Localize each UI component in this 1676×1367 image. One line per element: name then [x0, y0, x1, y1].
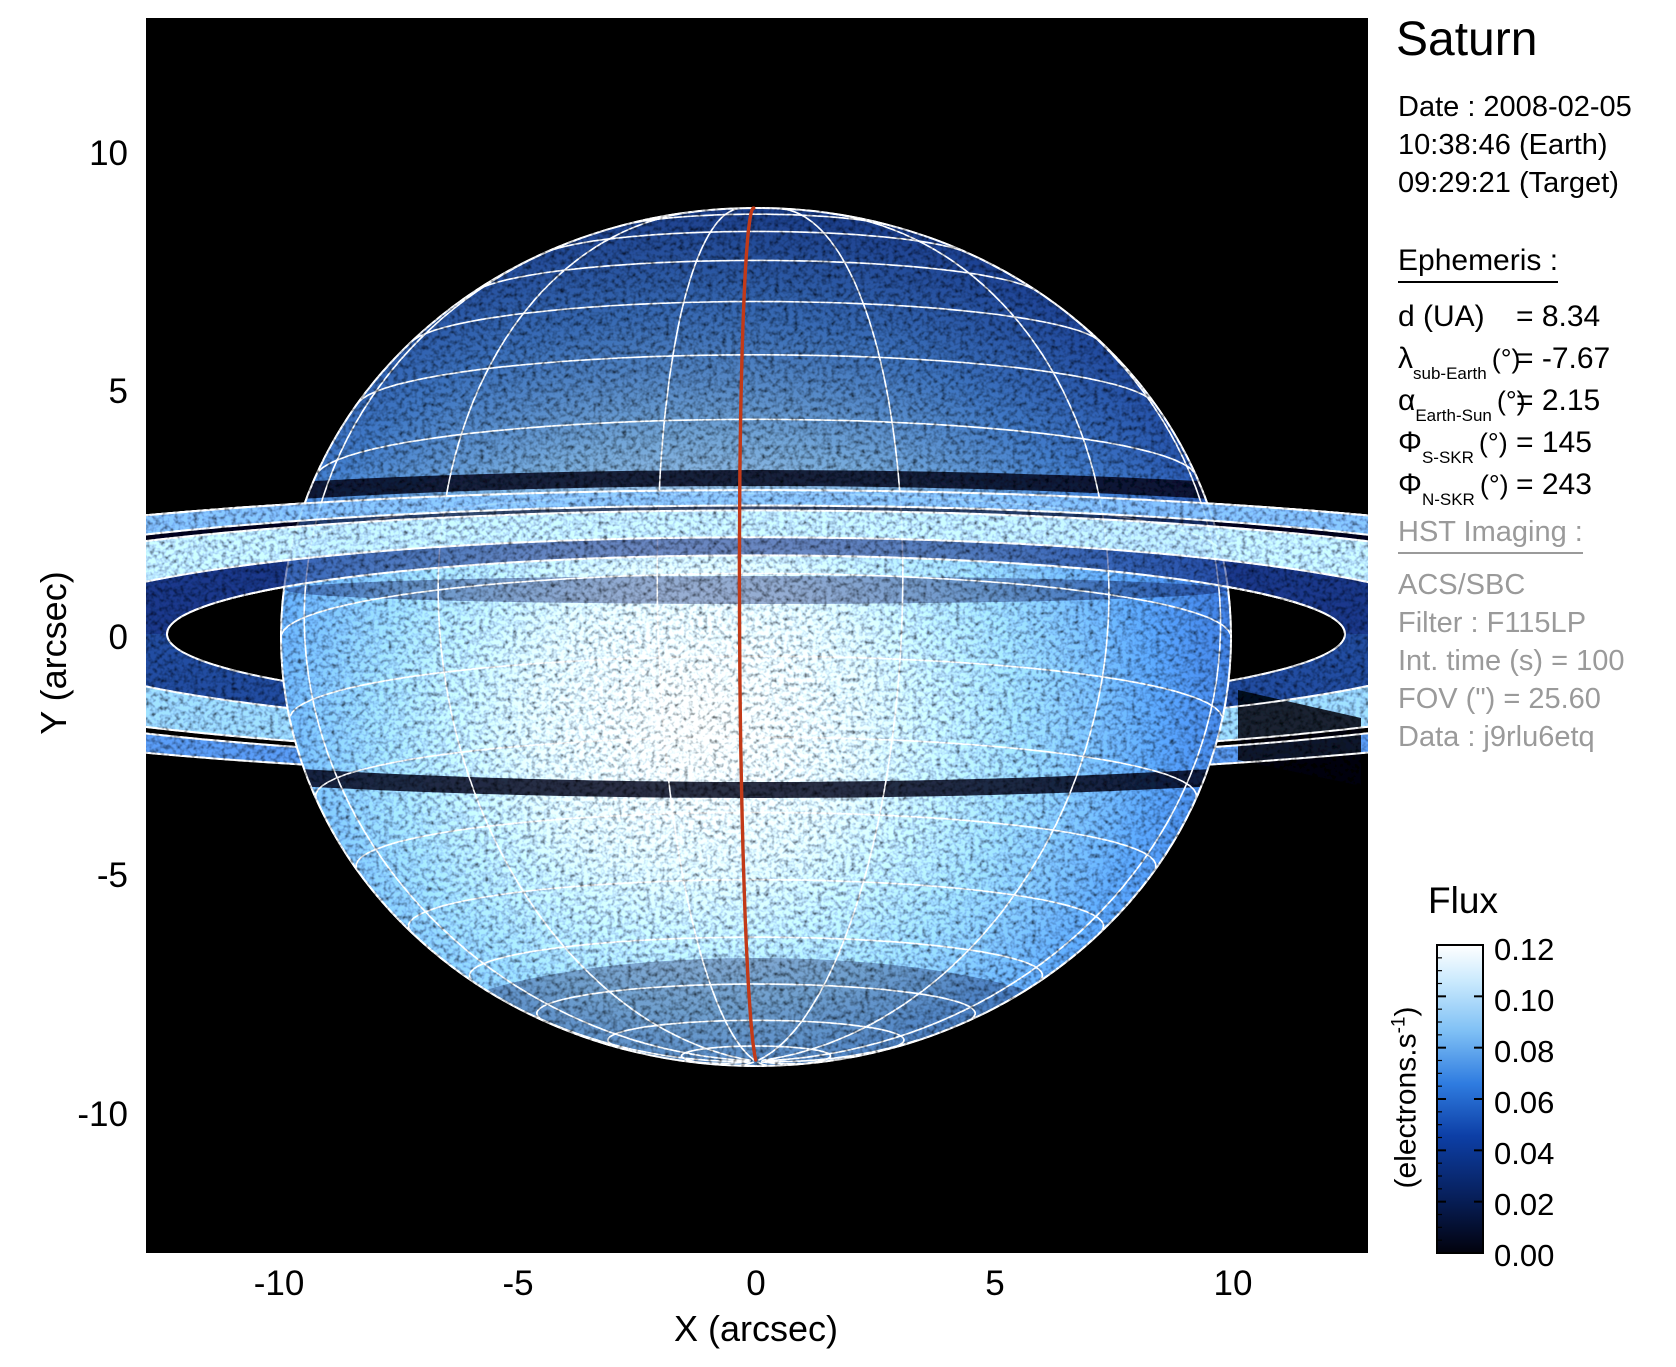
ephemeris-value: = 145	[1516, 426, 1592, 459]
ephemeris-subscript: Earth-Sun	[1415, 406, 1492, 425]
ephemeris-symbol: Φ	[1398, 426, 1422, 459]
unit-main: (electrons.s	[1389, 1033, 1423, 1189]
ephemeris-value: = -7.67	[1516, 342, 1611, 375]
y-axis-label: Y (arcsec)	[33, 571, 74, 735]
x-axis-label: X (arcsec)	[673, 1308, 839, 1349]
ephemeris-row-n-skr: ΦN-SKR (°) = 243	[1398, 468, 1674, 510]
flux-colorbar	[1435, 943, 1485, 1260]
ephemeris-subscript: sub-Earth	[1413, 364, 1487, 383]
colorbar-tick-010: 0.10	[1494, 983, 1555, 1018]
x-tick-10: 10	[1213, 1264, 1253, 1303]
y-tick-5: 5	[108, 372, 128, 411]
x-tick-m10: -10	[253, 1264, 305, 1303]
colorbar-tick-012: 0.12	[1494, 932, 1555, 967]
ephemeris-unit: (°)	[1491, 344, 1521, 374]
central-meridian-marker	[737, 206, 758, 1062]
rings-near-side	[146, 490, 1368, 634]
x-tick-m5: -5	[502, 1264, 534, 1303]
hst-instrument: ACS/SBC	[1398, 569, 1526, 601]
lat-lon-grid	[281, 208, 1231, 1066]
ephemeris-heading: Ephemeris :	[1398, 244, 1559, 283]
ephemeris-unit: (°)	[1478, 428, 1508, 458]
x-tick-5: 5	[985, 1264, 1005, 1303]
hst-data-id: Data : j9rlu6etq	[1398, 721, 1595, 753]
ring-edge-outlines-front	[146, 489, 1368, 634]
ephemeris-unit: (°)	[1496, 386, 1526, 416]
y-tick-m10: -10	[77, 1095, 128, 1134]
unit-exponent: -1	[1388, 1016, 1410, 1034]
date-line: Date : 2008-02-05	[1398, 91, 1632, 123]
hst-int-time: Int. time (s) = 100	[1398, 645, 1625, 677]
colorbar-tick-006: 0.06	[1494, 1085, 1555, 1120]
saturn-image-plot	[146, 18, 1368, 1253]
ephemeris-value: = 8.34	[1516, 300, 1601, 333]
unit-close: )	[1389, 1006, 1423, 1017]
colorbar-tick-008: 0.08	[1494, 1034, 1555, 1069]
ephemeris-subscript: N-SKR	[1421, 490, 1475, 509]
ephemeris-row-sub-earth-lat: λsub-Earth (°) = -7.67	[1398, 342, 1674, 384]
time-earth-line: 10:38:46 (Earth)	[1398, 129, 1608, 161]
ephemeris-symbol: α	[1398, 384, 1416, 417]
time-target-line: 09:29:21 (Target)	[1398, 167, 1619, 199]
ephemeris-symbol: Φ	[1398, 468, 1422, 501]
hst-filter: Filter : F115LP	[1398, 607, 1587, 639]
hst-fov: FOV (") = 25.60	[1398, 683, 1601, 715]
y-tick-m5: -5	[96, 856, 128, 895]
ephemeris-unit: (°)	[1479, 470, 1509, 500]
ephemeris-symbol: λ	[1398, 342, 1413, 375]
planet-shadow-on-rings	[1238, 690, 1361, 786]
equatorial-belt	[286, 576, 1226, 604]
south-polar-dimming	[416, 958, 1096, 1066]
colorbar-tick-004: 0.04	[1494, 1136, 1555, 1171]
ephemeris-subscript: S-SKR	[1421, 448, 1474, 467]
x-tick-0: 0	[746, 1264, 766, 1303]
ephemeris-row-distance: d (UA) = 8.34	[1398, 300, 1674, 342]
ephemeris-symbol: d (UA)	[1398, 300, 1485, 333]
planet-limb-outline	[280, 207, 1232, 1067]
saturn-rendered-image	[146, 18, 1368, 1253]
colorbar-title: Flux	[1428, 880, 1498, 921]
colorbar-tick-002: 0.02	[1494, 1187, 1555, 1222]
page-title: Saturn	[1396, 13, 1538, 66]
colorbar-unit-label: (electrons.s-1)	[1389, 948, 1424, 1248]
colorbar-tick-000: 0.00	[1494, 1238, 1555, 1273]
ephemeris-value: = 2.15	[1516, 384, 1601, 417]
hst-imaging-heading: HST Imaging :	[1398, 516, 1583, 554]
ephemeris-row-s-skr: ΦS-SKR (°) = 145	[1398, 426, 1674, 468]
y-tick-0: 0	[108, 618, 128, 657]
north-hemisphere-dimming	[281, 208, 1231, 1066]
y-tick-10: 10	[89, 134, 128, 173]
ephemeris-row-phase-angle: αEarth-Sun (°) = 2.15	[1398, 384, 1674, 426]
ephemeris-value: = 243	[1516, 468, 1592, 501]
colorbar-tick-marks	[1438, 944, 1482, 1254]
